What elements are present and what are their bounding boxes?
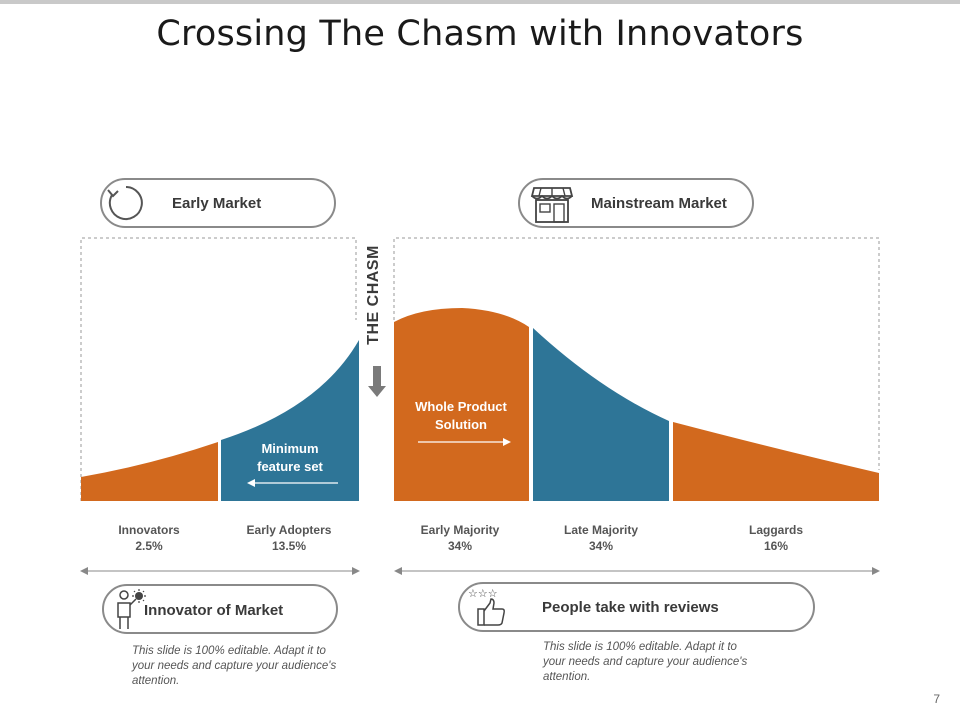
early-range-arrow-left	[80, 567, 88, 575]
left-arrow-head	[247, 479, 255, 487]
people-reviews-pill: ☆☆☆ People take with reviews	[458, 582, 815, 632]
slide-title: Crossing The Chasm with Innovators	[156, 14, 804, 54]
segment-name: Early Majority	[420, 523, 500, 537]
early-range-arrow-right	[352, 567, 360, 575]
page-number: 7	[933, 692, 940, 706]
segment-laggards	[673, 422, 879, 501]
mainstream-market-pill: Mainstream Market	[518, 178, 754, 228]
whole-product-label: Whole Product Solution	[415, 399, 507, 432]
chasm-text: THE CHASM	[365, 245, 382, 345]
segment-label-laggards: Laggards 16%	[706, 522, 846, 554]
segment-share: 2.5%	[135, 539, 163, 553]
segment-name: Late Majority	[563, 523, 638, 537]
mainstream-market-label: Mainstream Market	[591, 195, 727, 212]
early-market-label: Early Market	[172, 195, 262, 212]
refresh-icon	[107, 186, 143, 220]
thumbs-up-stars-icon: ☆☆☆	[468, 587, 505, 626]
chasm-label: THE CHASM	[363, 239, 385, 351]
segment-late-majority	[533, 328, 669, 501]
segment-name: Laggards	[748, 523, 803, 537]
segment-early-majority	[394, 308, 529, 501]
mainstream-range-arrow-right	[872, 567, 880, 575]
segment-share: 34%	[447, 539, 473, 553]
top-border	[0, 0, 960, 4]
early-market-pill: Early Market	[100, 178, 336, 228]
segment-share: 16%	[763, 539, 789, 553]
segment-name: Early Adopters	[246, 523, 332, 537]
segment-label-late-majority: Late Majority 34%	[531, 522, 671, 554]
segment-label-innovators: Innovators 2.5%	[79, 522, 219, 554]
segment-innovators	[81, 442, 218, 501]
segment-early-adopters	[221, 340, 359, 501]
innovator-person-icon	[117, 589, 146, 629]
segment-name: Innovators	[118, 523, 180, 537]
segment-share: 13.5%	[271, 539, 307, 553]
reviews-description: This slide is 100% editable. Adapt it to…	[543, 641, 748, 683]
segment-label-early-adopters: Early Adopters 13.5%	[219, 522, 359, 554]
store-icon	[530, 187, 574, 223]
innovator-of-market-pill: Innovator of Market	[102, 584, 338, 634]
innovator-description: This slide is 100% editable. Adapt it to…	[132, 645, 337, 687]
innovator-of-market-label: Innovator of Market	[144, 602, 284, 619]
people-reviews-label: People take with reviews	[542, 599, 719, 616]
segment-label-early-majority: Early Majority 34%	[390, 522, 530, 554]
chasm-down-arrow	[368, 366, 386, 397]
svg-text:☆☆☆: ☆☆☆	[468, 587, 498, 600]
right-arrow-head	[503, 438, 511, 446]
mainstream-range-arrow-left	[394, 567, 402, 575]
segment-share: 34%	[588, 539, 614, 553]
minimum-feature-label: Minimum feature set	[257, 441, 323, 474]
